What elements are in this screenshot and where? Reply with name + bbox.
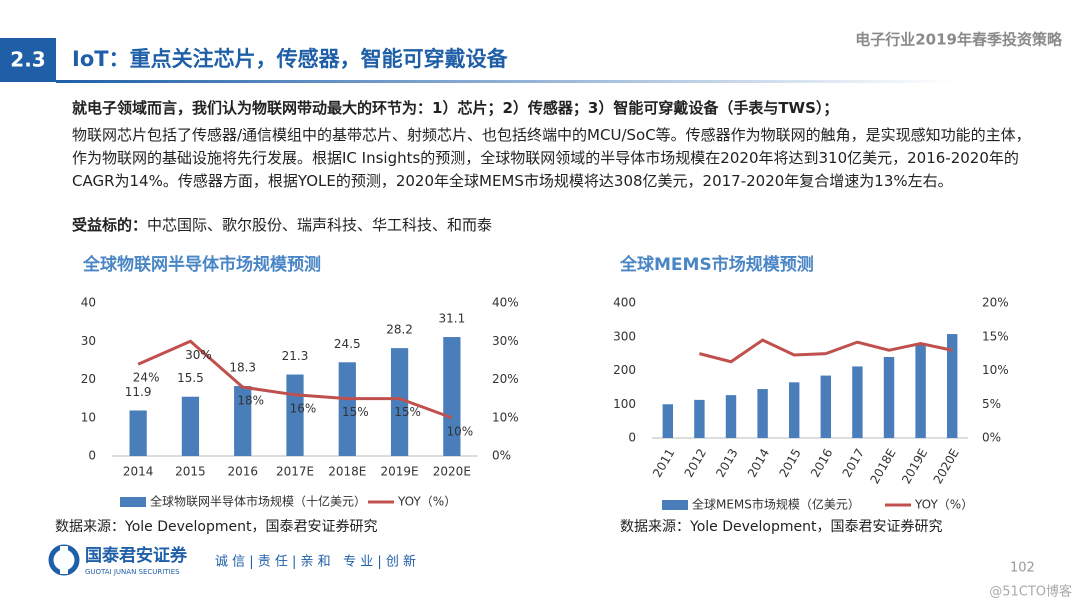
bar [129, 410, 147, 456]
y-tick-label: 100 [613, 397, 636, 411]
line-value-label: 10% [447, 424, 474, 438]
y2-tick-label: 20% [492, 372, 519, 386]
line-value-label: 15% [394, 405, 421, 419]
section-number: 2.3 [10, 48, 45, 72]
bar [852, 366, 863, 438]
y2-tick-label: 15% [982, 329, 1009, 343]
company-name-en: GUOTAI JUNAN SECURITIES [85, 568, 180, 576]
bar [181, 396, 200, 456]
y2-tick-label: 40% [492, 296, 519, 310]
legend-label: 全球MEMS市场规模（亿美元） [692, 497, 860, 512]
x-tick-label: 2019E [899, 446, 930, 486]
legend-swatch [120, 497, 146, 507]
company-name: 国泰君安证券 [85, 545, 188, 566]
x-tick-label: 2020E [931, 446, 962, 486]
y2-tick-label: 30% [492, 334, 519, 348]
x-tick-label: 2013 [713, 446, 740, 479]
x-tick-label: 2020E [433, 465, 471, 479]
slide-title: IoT：重点关注芯片，传感器，智能可穿戴设备 [72, 47, 509, 71]
page-number: 102 [1010, 561, 1035, 576]
y-tick-label: 400 [613, 296, 636, 310]
x-tick-label: 2016 [227, 465, 258, 479]
bar [443, 337, 461, 456]
line-value-label: 15% [342, 405, 369, 419]
x-tick-label: 2011 [650, 446, 677, 479]
source-note: 数据来源：Yole Development，国泰君安证券研究 [620, 519, 942, 535]
legend-swatch [662, 500, 688, 510]
x-tick-label: 2017 [840, 446, 867, 479]
y2-tick-label: 0% [982, 431, 1001, 445]
bar-value-label: 31.1 [438, 312, 465, 326]
chart-title: 全球MEMS市场规模预测 [619, 254, 814, 275]
y2-tick-label: 10% [982, 363, 1009, 377]
x-tick-label: 2016 [808, 446, 835, 479]
x-tick-label: 2018E [328, 465, 366, 479]
y-tick-label: 200 [613, 363, 636, 377]
y-tick-label: 10 [81, 410, 96, 424]
line-series [137, 339, 453, 420]
legend-label: YOY（%） [397, 495, 456, 509]
line-value-label: 30% [185, 348, 212, 362]
chart-title: 全球物联网半导体市场规模预测 [82, 254, 321, 275]
report-title: 电子行业2019年春季投资策略 [855, 31, 1063, 49]
bar-value-label: 15.5 [177, 371, 204, 385]
intro: 就电子领域而言，我们认为物联网带动最大的环节为：1）芯片；2）传感器；3）智能可… [72, 99, 839, 117]
x-tick-label: 2015 [776, 446, 803, 479]
bar [694, 399, 705, 438]
y-tick-label: 0 [88, 449, 96, 463]
y-tick-label: 300 [613, 329, 636, 343]
x-tick-label: 2012 [682, 446, 709, 479]
watermark: @51CTO博客 [989, 584, 1072, 600]
section-box [0, 38, 56, 82]
bar-value-label: 11.9 [125, 385, 152, 399]
x-tick-label: 2015 [175, 465, 206, 479]
y-tick-label: 20 [81, 372, 96, 386]
bar [915, 343, 926, 438]
legend-label: YOY（%） [914, 498, 973, 512]
x-tick-label: 2017E [276, 465, 314, 479]
bar [338, 362, 356, 456]
bar-value-label: 18.3 [229, 361, 256, 375]
bar-value-label: 24.5 [334, 337, 361, 351]
bar [234, 386, 252, 456]
bar [946, 334, 958, 438]
legend-label: 全球物联网半导体市场规模（十亿美元） [150, 494, 366, 509]
bar [820, 375, 832, 438]
bar [757, 389, 768, 438]
bar [725, 395, 737, 438]
bar [788, 382, 800, 438]
x-tick-label: 2018E [867, 446, 898, 486]
source-note: 数据来源：Yole Development，国泰君安证券研究 [55, 519, 377, 535]
beneficiaries: 中芯国际、歌尔股份、瑞声科技、华工科技、和而泰 [147, 216, 493, 234]
line-value-label: 16% [290, 401, 317, 415]
bar [390, 348, 409, 456]
line-series [699, 338, 953, 364]
header-rule [56, 80, 956, 83]
y2-tick-label: 10% [492, 410, 519, 424]
x-tick-label: 2014 [123, 465, 154, 479]
x-tick-label: 2019E [381, 465, 419, 479]
y-tick-label: 40 [81, 296, 96, 310]
x-tick-label: 2014 [745, 446, 772, 479]
y-tick-label: 0 [628, 431, 636, 445]
bar-value-label: 21.3 [282, 349, 309, 363]
y2-tick-label: 5% [982, 397, 1001, 411]
y2-tick-label: 0% [492, 449, 511, 463]
bar-value-label: 28.2 [386, 323, 413, 337]
y-tick-label: 30 [81, 334, 96, 348]
line-value-label: 18% [237, 394, 264, 408]
y2-tick-label: 20% [982, 296, 1009, 310]
bar [883, 357, 895, 438]
slogan: 诚 信 | 责 任 | 亲 和 专 业 | 创 新 [215, 554, 416, 570]
beneficiaries-line: 受益标的：中芯国际、歌尔股份、瑞声科技、华工科技、和而泰 [72, 214, 492, 235]
logo-gap [60, 546, 68, 574]
beneficiary-label: 受益标的： [72, 216, 148, 234]
bar [662, 404, 674, 438]
line-value-label: 24% [133, 371, 160, 385]
paragraph: 物联网芯片包括了传感器/通信模组中的基带芯片、射频芯片、也包括终端中的MCU/S… [72, 126, 1031, 190]
